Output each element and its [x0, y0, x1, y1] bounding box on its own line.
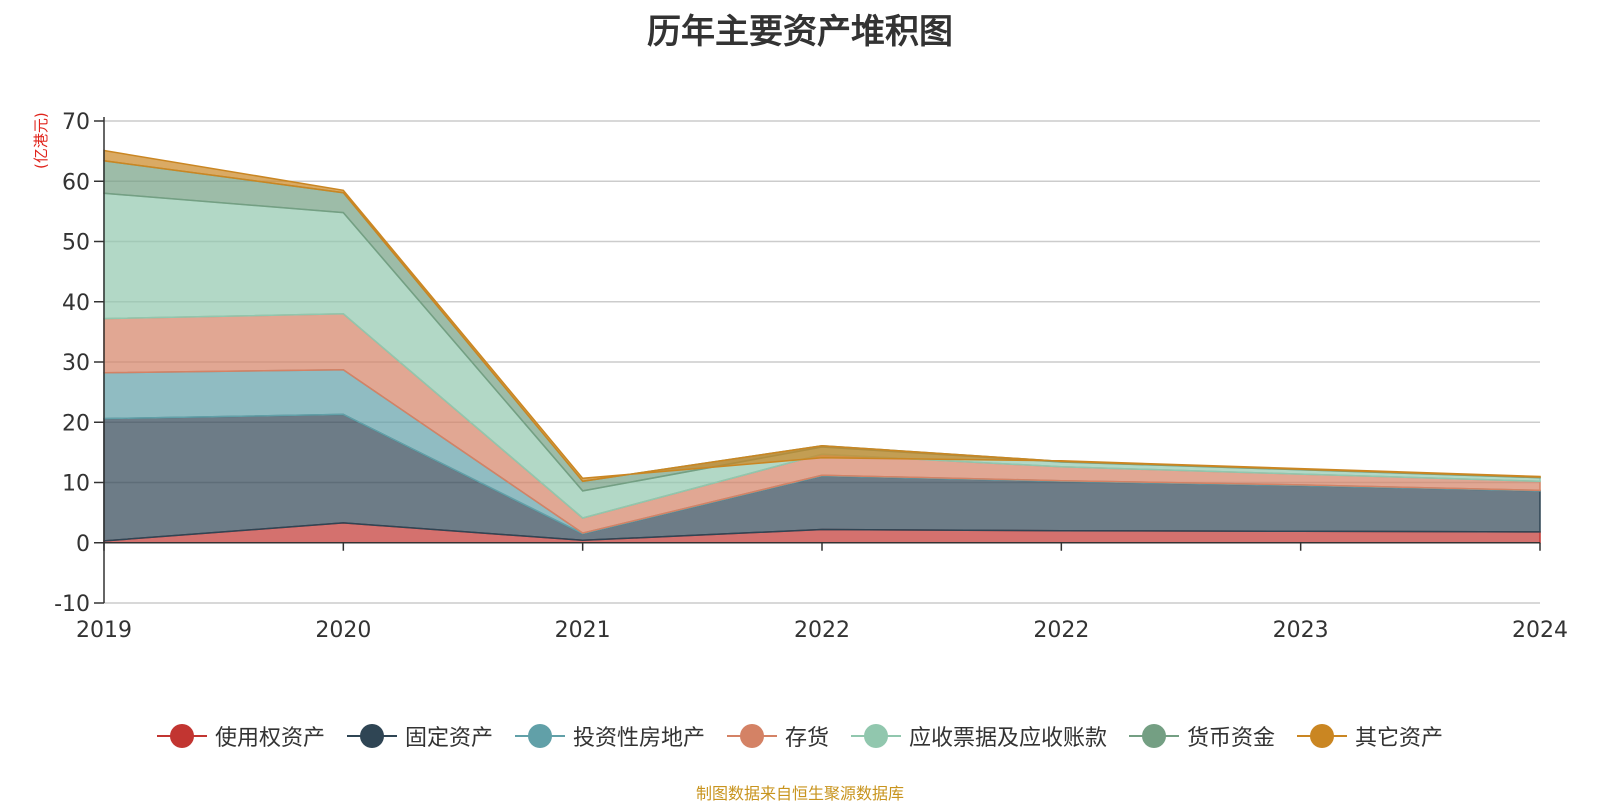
legend-label: 存货	[784, 726, 829, 751]
x-tick-label: 2019	[76, 618, 132, 643]
legend-marker-icon	[1129, 723, 1180, 749]
y-tick-label: 10	[62, 472, 90, 497]
legend-item[interactable]: 固定资产	[346, 720, 493, 752]
legend-label: 固定资产	[404, 726, 493, 751]
legend-label: 其它资产	[1355, 726, 1444, 751]
x-tick-label: 2024	[1512, 618, 1568, 643]
area-series	[103, 149, 1541, 544]
legend-item[interactable]: 使用权资产	[156, 720, 325, 752]
y-tick-label: -10	[54, 592, 90, 617]
legend-label: 货币资金	[1187, 726, 1276, 751]
y-tick-label: 60	[62, 170, 90, 195]
y-tick-label: 70	[62, 110, 90, 135]
x-tick-label: 2022	[1033, 618, 1089, 643]
legend-label: 应收票据及应收账款	[909, 726, 1108, 751]
legend-label: 使用权资产	[214, 726, 325, 751]
legend-item[interactable]: 货币资金	[1129, 720, 1275, 752]
legend-marker-icon	[1297, 723, 1348, 749]
y-tick-label: 50	[62, 231, 90, 256]
y-tick-label: 40	[62, 291, 90, 316]
legend-marker-icon	[726, 723, 777, 749]
legend-item[interactable]: 存货	[726, 720, 829, 752]
chart-title: 历年主要资产堆积图	[647, 12, 953, 52]
x-tick-labels: 2019 2020 2021 2022 2022 2023 2024	[76, 618, 1568, 643]
axes	[94, 117, 1541, 604]
legend-label: 投资性房地产	[572, 726, 705, 751]
x-tick-label: 2021	[555, 618, 611, 643]
legend-marker-icon	[514, 723, 565, 749]
legend-marker-icon	[346, 723, 397, 749]
source-note: 制图数据来自恒生聚源数据库	[695, 784, 904, 803]
y-tick-label: 30	[62, 351, 90, 376]
legend-item[interactable]: 其它资产	[1297, 720, 1443, 752]
legend-item[interactable]: 应收票据及应收账款	[851, 720, 1107, 752]
x-tick-label: 2022	[794, 618, 850, 643]
y-tick-label: 0	[76, 532, 90, 557]
legend: 使用权资产 固定资产 投资性房地产 存货 应收票据及应收账款 货币资金 其它资产	[0, 720, 1600, 752]
x-tick-label: 2023	[1273, 618, 1329, 643]
x-tick-label: 2020	[315, 618, 371, 643]
y-tick-labels: -10 0 10 20 30 40 50 60 70	[54, 110, 90, 617]
area-series-6	[103, 149, 1541, 483]
legend-marker-icon	[156, 723, 207, 749]
legend-item[interactable]: 投资性房地产	[514, 720, 705, 752]
y-tick-label: 20	[62, 411, 90, 436]
legend-marker-icon	[851, 723, 901, 749]
